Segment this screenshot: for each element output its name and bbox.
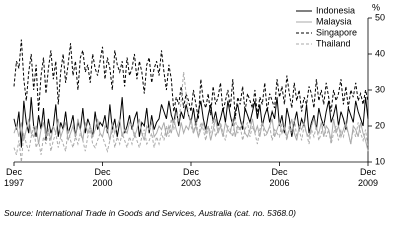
legend-label: Indonesia: [316, 5, 355, 15]
y-tick-label: 30: [375, 84, 385, 94]
y-tick-label: 10: [375, 156, 385, 166]
legend-label: Singapore: [316, 27, 357, 37]
series-line: [13, 116, 369, 152]
source-note: Source: International Trade in Goods and…: [4, 208, 296, 218]
x-tick-label: Dec 2000: [92, 167, 113, 188]
series-line: [13, 39, 369, 119]
x-tick-label: Dec 2009: [357, 167, 379, 188]
y-tick-label: 20: [375, 120, 385, 130]
chart: % 10 20 30 40 50 IndonesiaMalaysiaSingaporeTh…: [13, 2, 385, 166]
y-tick-label: 40: [375, 48, 385, 58]
series-line: [13, 97, 369, 148]
chart-page: % 10 20 30 40 50 Indonesia Malaysia Singapore Th…: [3, 2, 385, 218]
legend-label: Thailand: [316, 38, 351, 48]
y-tick-label: 50: [375, 12, 385, 22]
x-tick-label: Dec 2006: [269, 167, 290, 188]
legend-label: Malaysia: [316, 16, 352, 26]
x-tick-label: Dec 2003: [180, 167, 202, 188]
x-tick-label: Dec 1997: [3, 167, 25, 188]
y-axis-label: %: [372, 2, 380, 12]
series-line: [13, 71, 369, 163]
